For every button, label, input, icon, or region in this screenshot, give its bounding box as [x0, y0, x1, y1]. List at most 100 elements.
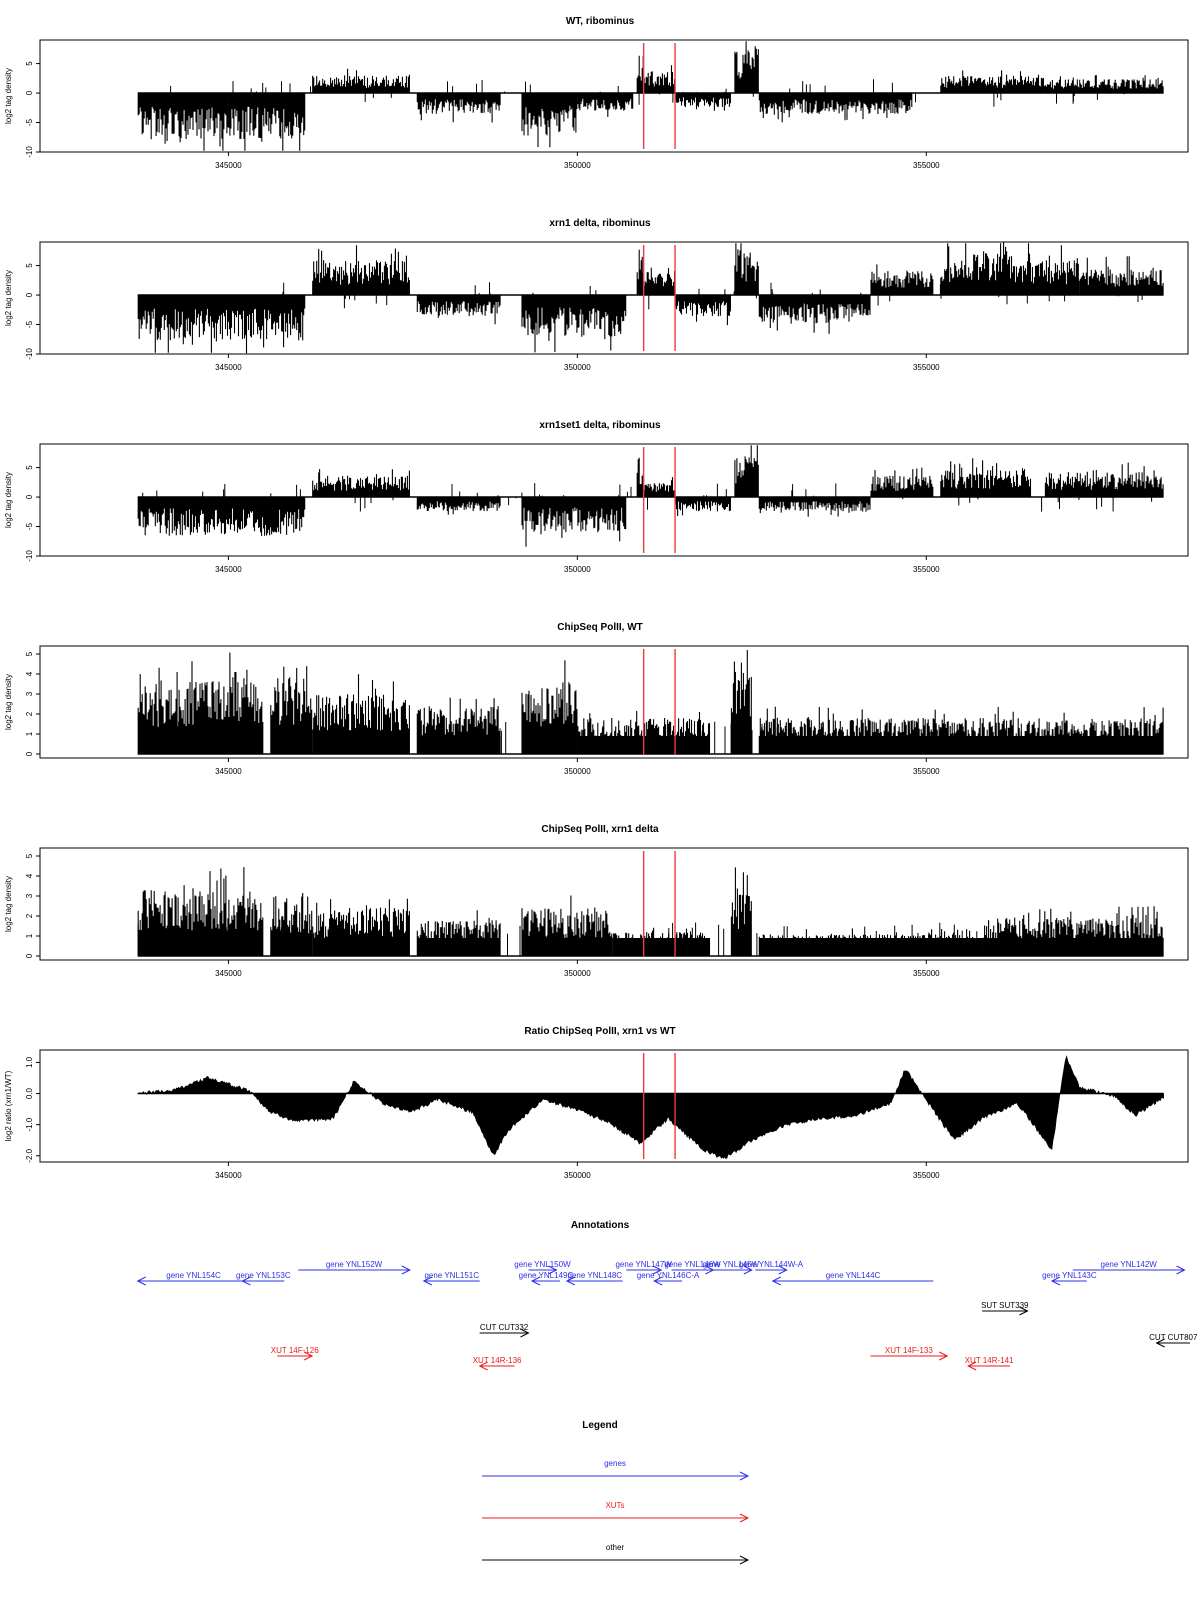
segment-12: [1044, 75, 1164, 94]
track-panel-4: ChipSeq PolII, WT log2 tag density 0 1 2 3 4 5 3…: [4, 622, 1189, 776]
bar-group: [577, 93, 634, 117]
arrow-head: [743, 1265, 753, 1275]
x-tick-label: 355000: [913, 363, 940, 372]
plot-frame: [39, 443, 1189, 557]
feature-other: CUT CUT807: [1149, 1333, 1198, 1348]
segment-7: [730, 867, 752, 956]
panel-title: Ratio ChipSeq PolII, xrn1 vs WT: [524, 1026, 675, 1037]
segment-10: [758, 93, 913, 123]
bar-group: [870, 264, 934, 296]
segment-4: [416, 697, 501, 754]
segment-4: [416, 910, 501, 956]
arrow-head: [1050, 1276, 1061, 1286]
y-tick-label: 0: [25, 292, 34, 297]
feature-label: gene YNL153C: [236, 1271, 291, 1280]
feature-gene: gene YNL153C: [236, 1271, 291, 1286]
segment-5: [643, 267, 676, 296]
track-panels: WT, ribominus log2 tag density -10 -5 0 5 3450…: [4, 16, 1189, 1180]
bar-group: [734, 445, 759, 498]
bar-group: [416, 93, 501, 123]
density-bars: [137, 867, 1164, 956]
bar-group: [758, 295, 871, 334]
spike-group: [147, 78, 1155, 108]
y-tick-label: 3: [25, 893, 34, 898]
bar-group: [137, 93, 229, 151]
y-axis-label: log2 tag density: [4, 876, 13, 932]
y-tick-label: -5: [25, 522, 34, 530]
bar-group: [521, 895, 613, 956]
segment-5: [577, 93, 634, 117]
feature-label: gene YNL149C: [519, 1271, 574, 1280]
segment-7: [643, 65, 676, 94]
arrow-head: [739, 1471, 750, 1481]
arrow-head: [967, 1361, 977, 1371]
bar-group: [193, 867, 264, 956]
feature-label: XUT 14R-141: [965, 1356, 1014, 1365]
feature-gene: gene YNL146C-A: [637, 1271, 700, 1286]
x-tick-label: 350000: [564, 363, 591, 372]
bar-group: [416, 910, 501, 956]
bar-group: [758, 928, 983, 956]
spike-group: [149, 720, 1133, 754]
panel-title: xrn1 delta, ribominus: [549, 218, 651, 229]
segment-8: [758, 928, 983, 956]
x-tick-label: 345000: [215, 161, 242, 170]
y-tick-label: 5: [25, 853, 34, 858]
panel-title: xrn1set1 delta, ribominus: [539, 420, 661, 431]
bar-group: [643, 65, 676, 94]
panel-title: ChipSeq PolII, xrn1 delta: [541, 824, 659, 835]
segment-0: [137, 661, 194, 754]
track-panel-6: Ratio ChipSeq PolII, xrn1 vs WT log2 rati…: [4, 1026, 1189, 1180]
arrow-head: [652, 1265, 663, 1275]
x-tick-label: 350000: [564, 161, 591, 170]
y-tick-label: 2: [25, 711, 34, 716]
feature-gene: gene YNL151C: [422, 1271, 480, 1286]
x-tick-label: 350000: [564, 767, 591, 776]
plot-frame: [39, 241, 1189, 355]
arrow-head: [739, 1555, 750, 1565]
bar-group: [730, 650, 752, 754]
segment-6: [577, 711, 711, 754]
feature-gene: gene YNL148C: [565, 1271, 623, 1286]
feature-label: gene YNL146W: [664, 1260, 721, 1269]
feature-gene: gene YNL149C: [519, 1271, 574, 1286]
bar-group: [577, 711, 711, 754]
bar-group: [940, 458, 1032, 498]
feature-label: gene YNL147W: [615, 1260, 672, 1269]
track-panel-2: xrn1 delta, ribominus log2 tag density -10…: [4, 218, 1189, 372]
segment-10: [940, 458, 1032, 498]
legend: Legend genes XUTs other: [482, 1420, 750, 1565]
segment-4: [636, 249, 644, 296]
segment-2: [312, 68, 410, 94]
segment-5: [521, 895, 613, 956]
x-tick-label: 350000: [564, 565, 591, 574]
arrow-head: [653, 1276, 663, 1286]
feature-label: CUT CUT807: [1149, 1333, 1198, 1342]
feature-xut: XUT 14F-126: [271, 1346, 319, 1361]
bar-group: [982, 906, 1164, 956]
legend-item-other: other: [482, 1543, 750, 1565]
panel-title: WT, ribominus: [566, 16, 635, 27]
bar-group: [1079, 256, 1164, 296]
segment-12: [1079, 256, 1164, 296]
y-tick-label: 2: [25, 913, 34, 918]
bar-group: [734, 41, 759, 94]
feature-label: gene YNL151C: [424, 1271, 479, 1280]
y-tick-label: 0.0: [25, 1087, 34, 1099]
arrow-head: [241, 1276, 251, 1286]
bar-group: [636, 457, 644, 498]
y-tick-label: 4: [25, 671, 34, 676]
legend-item-gene: genes: [482, 1459, 750, 1481]
bar-group: [636, 249, 644, 296]
segment-5: [643, 477, 676, 498]
segment-3: [312, 898, 410, 956]
plot-frame: [39, 847, 1189, 961]
y-tick-label: -10: [25, 146, 34, 158]
segment-4: [521, 93, 578, 148]
segment-0: [137, 295, 306, 354]
segment-0: [137, 885, 194, 956]
feature-label: gene YNL148C: [568, 1271, 623, 1280]
bar-group: [521, 93, 578, 148]
track-panel-1: WT, ribominus log2 tag density -10 -5 0 5 3450…: [4, 16, 1189, 170]
segment-7: [734, 445, 759, 498]
